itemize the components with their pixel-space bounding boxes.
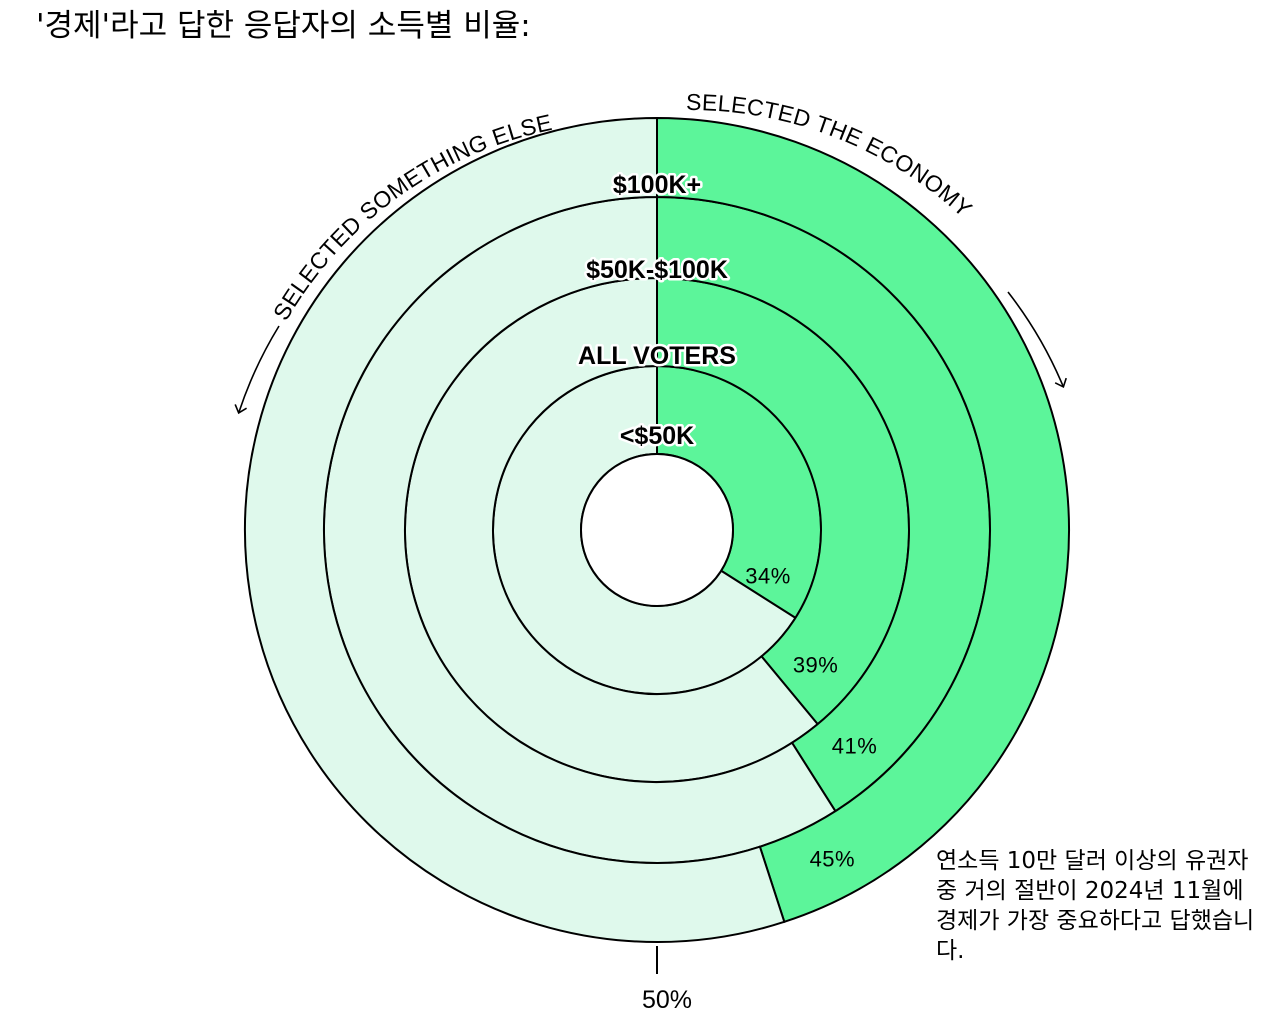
ring-label-50k: <$50K	[620, 422, 694, 450]
ring-label-50k-100k: $50K-$100K	[586, 256, 728, 284]
value-label-50k-100k: 41%	[832, 734, 878, 759]
rings-layer	[244, 116, 1070, 943]
annotation-note: 연소득 10만 달러 이상의 유권자 중 거의 절반이 2024년 11월에 경…	[936, 848, 1255, 964]
ring-label-100k: $100K+	[613, 171, 701, 199]
page-title: '경제'라고 답한 응답자의 소득별 비율:	[36, 8, 531, 44]
ring-label-all-voters: ALL VOTERS	[578, 342, 736, 370]
value-label-50k: 34%	[745, 564, 791, 589]
ring-segment-else-100k	[244, 116, 786, 943]
value-labels-layer: 34% 39% 41% 45%	[745, 564, 877, 872]
value-label-100k: 45%	[810, 847, 856, 872]
reference-label: 50%	[642, 986, 692, 1014]
ring-labels-layer: <$50K ALL VOTERS $50K-$100K $100K+	[576, 169, 739, 453]
value-label-all-voters: 39%	[793, 653, 839, 678]
arrow-right-icon	[1007, 291, 1067, 389]
arrow-left-icon	[234, 325, 280, 415]
ring-segment-economy-100k	[656, 116, 1070, 924]
center-hole	[580, 453, 734, 607]
